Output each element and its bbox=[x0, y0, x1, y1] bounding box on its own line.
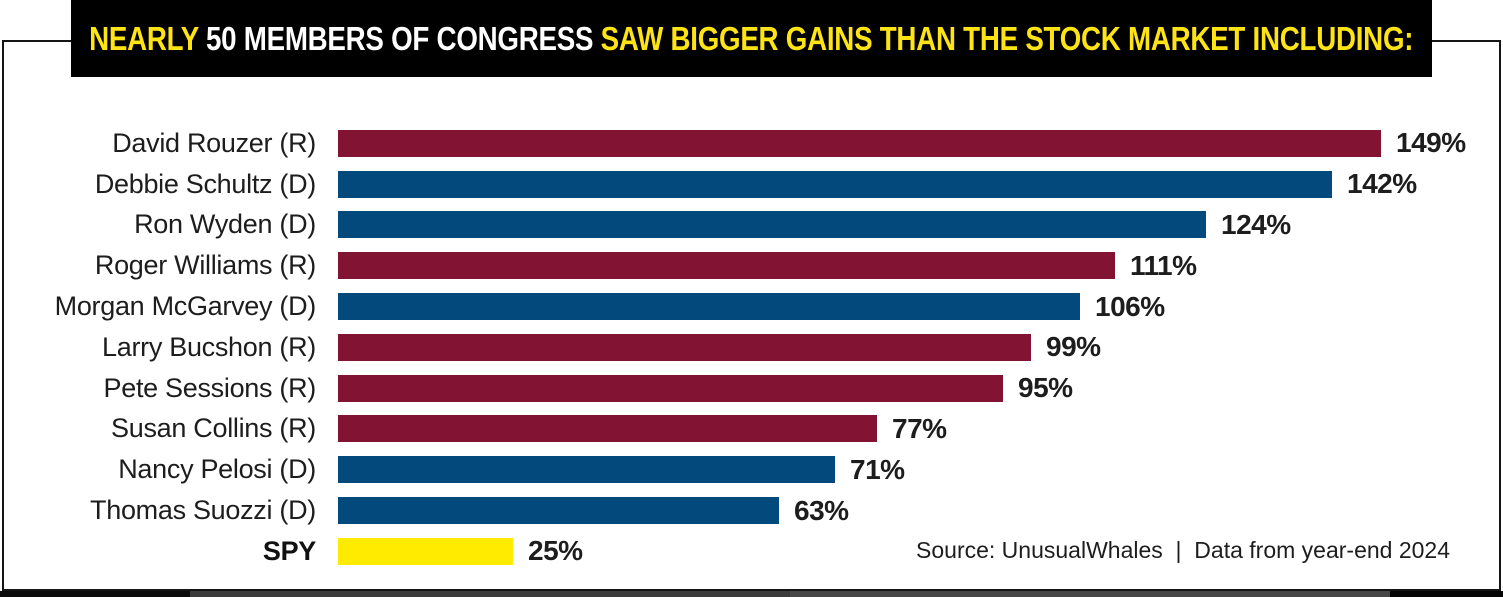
title-part-nearly: NEARLY bbox=[89, 19, 207, 57]
bar-label: SPY bbox=[262, 535, 316, 566]
bar-row: Ron Wyden (D) 124% bbox=[2, 205, 1482, 246]
bar-value: 111% bbox=[1130, 249, 1197, 281]
bar-label: Ron Wyden (D) bbox=[134, 209, 316, 240]
bar-label: Pete Sessions (R) bbox=[103, 372, 317, 403]
bar bbox=[338, 170, 1332, 198]
bar-label: Roger Williams (R) bbox=[94, 250, 316, 281]
bar bbox=[338, 537, 513, 565]
bar-row: Larry Bucshon (R) 99% bbox=[2, 327, 1482, 368]
bar-value: 71% bbox=[850, 453, 905, 485]
bar-value: 142% bbox=[1347, 168, 1417, 200]
bar bbox=[338, 333, 1031, 361]
title-part-gains: SAW BIGGER GAINS THAN THE STOCK MARKET I… bbox=[600, 19, 1414, 57]
bar-label: David Rouzer (R) bbox=[112, 127, 316, 158]
bar-row: Debbie Schultz (D) 142% bbox=[2, 164, 1482, 205]
bar bbox=[338, 374, 1003, 402]
bar-row: David Rouzer (R) 149% bbox=[2, 123, 1482, 164]
bar bbox=[338, 293, 1080, 321]
bar-value: 95% bbox=[1018, 372, 1073, 404]
bar-row: SPY 25% bbox=[2, 531, 1482, 572]
bar-value: 25% bbox=[528, 535, 583, 567]
bar-label: Larry Bucshon (R) bbox=[102, 331, 316, 362]
title-banner: NEARLY 50 MEMBERS OF CONGRESS SAW BIGGER… bbox=[71, 0, 1432, 77]
bar-rows: David Rouzer (R) 149% Debbie Schultz (D)… bbox=[2, 123, 1482, 572]
bar-row: Susan Collins (R) 77% bbox=[2, 409, 1482, 450]
bar-value: 106% bbox=[1095, 290, 1165, 322]
bar-value: 77% bbox=[892, 412, 947, 444]
bar bbox=[338, 497, 779, 525]
source-note: Source: UnusualWhales | Data from year-e… bbox=[916, 537, 1450, 563]
bar bbox=[338, 415, 877, 443]
bar-row: Morgan McGarvey (D) 106% bbox=[2, 286, 1482, 327]
bar-value: 124% bbox=[1221, 208, 1291, 240]
bar-label: Debbie Schultz (D) bbox=[94, 168, 316, 199]
bar-row: Pete Sessions (R) 95% bbox=[2, 368, 1482, 409]
bar-label: Morgan McGarvey (D) bbox=[54, 291, 317, 322]
bar-row: Thomas Suozzi (D) 63% bbox=[2, 490, 1482, 531]
bar bbox=[338, 456, 835, 484]
title-part-members: 50 MEMBERS OF CONGRESS bbox=[206, 19, 601, 57]
bar-row: Nancy Pelosi (D) 71% bbox=[2, 449, 1482, 490]
bar-value: 99% bbox=[1046, 331, 1101, 363]
bar bbox=[338, 211, 1206, 239]
bar-row: Roger Williams (R) 111% bbox=[2, 245, 1482, 286]
bar-value: 149% bbox=[1396, 127, 1466, 159]
bar-label: Thomas Suozzi (D) bbox=[90, 495, 316, 526]
chart-title: NEARLY 50 MEMBERS OF CONGRESS SAW BIGGER… bbox=[89, 20, 1413, 58]
bar-label: Susan Collins (R) bbox=[111, 413, 316, 444]
cropped-bottom-banner bbox=[0, 591, 1503, 597]
bar bbox=[338, 252, 1115, 280]
bar-label: Nancy Pelosi (D) bbox=[118, 454, 316, 485]
bar bbox=[338, 129, 1381, 157]
bar-value: 63% bbox=[794, 494, 849, 526]
